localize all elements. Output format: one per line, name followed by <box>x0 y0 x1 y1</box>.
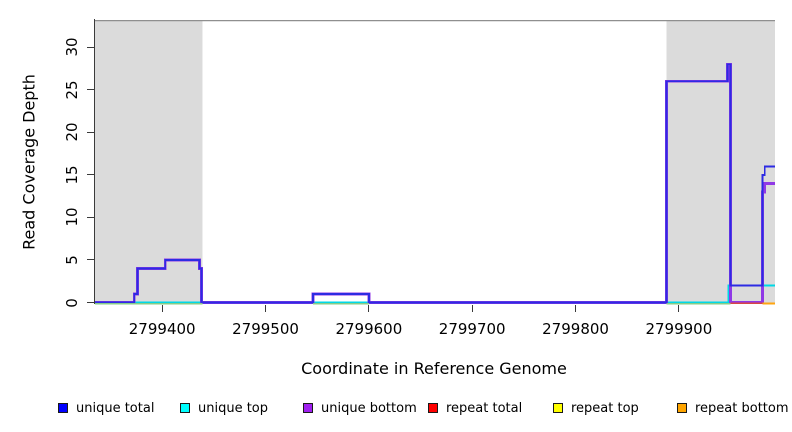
y-tick-mark <box>87 216 94 218</box>
coverage-line-unique-total <box>95 63 775 304</box>
y-tick-label: 15 <box>63 165 81 185</box>
x-axis-title: Coordinate in Reference Genome <box>301 359 567 378</box>
x-tick-label: 2799800 <box>542 320 609 338</box>
legend-label-repeat-total: repeat total <box>446 401 523 416</box>
y-tick-label: 0 <box>63 297 81 308</box>
x-tick-label: 2799700 <box>438 320 506 338</box>
legend-label-unique-top: unique top <box>198 401 269 416</box>
y-tick-mark <box>87 89 94 91</box>
legend-swatch-unique-top <box>180 403 190 413</box>
legend-swatch-repeat-total <box>428 403 438 413</box>
x-tick-label: 2799500 <box>232 320 299 338</box>
y-tick-mark <box>87 131 94 133</box>
legend-label-unique-bottom: unique bottom <box>321 401 417 416</box>
x-tick-label: 2799900 <box>645 320 713 338</box>
legend-swatch-repeat-top <box>553 403 563 413</box>
x-tick-mark <box>678 305 680 312</box>
legend-swatch-repeat-bottom <box>677 403 687 413</box>
legend-label-repeat-top: repeat top <box>571 401 639 416</box>
x-tick-mark <box>265 305 267 312</box>
x-tick-label: 2799400 <box>128 320 196 338</box>
y-axis-title: Read Coverage Depth <box>19 74 39 250</box>
x-tick-label: 2799600 <box>335 320 403 338</box>
y-tick-mark <box>87 302 94 303</box>
legend-label-unique-total: unique total <box>76 401 155 416</box>
y-tick-mark <box>87 259 94 261</box>
y-tick-label: 20 <box>63 122 81 142</box>
legend-swatch-unique-bottom <box>303 403 313 413</box>
plot-area <box>95 20 775 305</box>
y-tick-label: 25 <box>63 80 81 100</box>
y-tick-label: 10 <box>63 207 81 227</box>
y-tick-label: 5 <box>63 255 81 265</box>
y-tick-mark <box>87 46 94 48</box>
repeat-region-shading <box>666 20 775 304</box>
repeat-region-shading <box>95 20 203 304</box>
y-axis-line <box>94 19 95 304</box>
x-tick-mark <box>161 305 163 312</box>
legend-label-repeat-bottom: repeat bottom <box>695 401 789 416</box>
x-tick-mark <box>575 305 577 312</box>
legend-swatch-unique-total <box>58 403 68 413</box>
y-tick-mark <box>87 174 94 176</box>
y-tick-label: 30 <box>63 37 81 57</box>
x-tick-mark <box>471 305 473 312</box>
x-tick-mark <box>368 305 370 312</box>
